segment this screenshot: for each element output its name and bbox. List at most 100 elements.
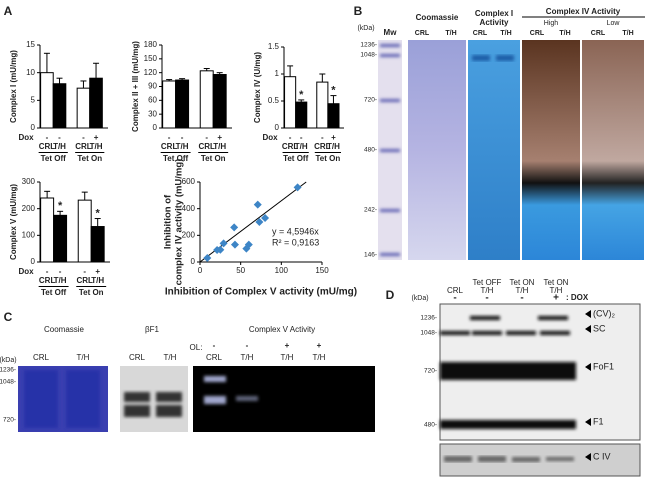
significance: * bbox=[96, 207, 101, 219]
y-tick-label: 0.5 bbox=[268, 96, 280, 105]
y-tick-label: 200 bbox=[22, 204, 36, 213]
dox-sign: - bbox=[289, 133, 292, 142]
lane-header: Tet ON bbox=[544, 278, 569, 287]
gel-d bbox=[439, 303, 641, 477]
y-tick-label: 0 bbox=[153, 123, 158, 132]
group-label: Tet Off bbox=[163, 154, 189, 163]
x-tick-label: CRL bbox=[198, 142, 215, 151]
marker-label: 1236- bbox=[420, 315, 437, 322]
y-tick-label: 150 bbox=[144, 54, 158, 63]
bar bbox=[76, 87, 91, 129]
bar bbox=[89, 77, 103, 129]
gel-header: βF1 bbox=[145, 325, 159, 334]
point bbox=[230, 240, 239, 249]
band-label: FoF1 bbox=[593, 361, 614, 371]
ol-sign: + bbox=[285, 341, 290, 350]
dox-sign: - bbox=[58, 133, 61, 142]
x-tick-label: T/H bbox=[327, 142, 340, 151]
y-tick-label: 1 bbox=[275, 69, 280, 78]
dox-sign: - bbox=[485, 293, 488, 304]
y-tick-label: 120 bbox=[144, 68, 158, 77]
group-label: Tet On bbox=[201, 154, 226, 163]
x-axis-label: Inhibition of Complex V activity (mU/mg) bbox=[165, 287, 357, 298]
marker-label: 480- bbox=[424, 422, 437, 429]
lane-label: T/H bbox=[622, 30, 633, 37]
lane-label: CRL bbox=[33, 353, 50, 362]
lane-label: CRL bbox=[206, 353, 223, 362]
y-tick-label: 0 bbox=[31, 257, 36, 266]
lane-label: CRL bbox=[591, 30, 606, 37]
bar bbox=[316, 81, 329, 129]
marker-label: 720- bbox=[364, 97, 377, 104]
marker-label: 1236- bbox=[0, 367, 16, 374]
group-label: Tet On bbox=[316, 154, 341, 163]
x-tick-label: CRL bbox=[314, 142, 331, 151]
dox-label: Dox bbox=[18, 267, 34, 276]
dox-sign: - bbox=[520, 293, 523, 304]
dox-sign: - bbox=[82, 133, 85, 142]
ol-sign: + bbox=[317, 341, 322, 350]
x-tick-label: T/H bbox=[91, 276, 104, 285]
band-label: (CV)₂ bbox=[593, 308, 615, 318]
panel-label: A bbox=[4, 4, 13, 18]
y-tick-label: 0 bbox=[191, 257, 196, 266]
x-tick-label: CRL bbox=[282, 142, 299, 151]
bar bbox=[52, 83, 67, 129]
marker-label: 146- bbox=[364, 252, 377, 259]
x-tick-label: CRL bbox=[39, 276, 56, 285]
y-tick-label: 15 bbox=[26, 40, 35, 49]
lane-label: T/H bbox=[77, 353, 90, 362]
fit-equation: y = 4,5946x bbox=[272, 226, 319, 236]
x-tick-label: T/H bbox=[213, 142, 226, 151]
marker-label: 1048- bbox=[0, 379, 16, 386]
dox-sign: + bbox=[331, 133, 336, 142]
point bbox=[230, 223, 239, 232]
bar bbox=[327, 103, 340, 129]
marker-label: 720- bbox=[3, 417, 16, 424]
lane-label: T/H bbox=[500, 30, 511, 37]
x-tick-label: T/H bbox=[90, 142, 103, 151]
x-tick-label: T/H bbox=[295, 142, 308, 151]
x-tick-label: CRL bbox=[75, 142, 92, 151]
y-tick-label: 0 bbox=[275, 123, 280, 132]
gel-header: Complex V Activity bbox=[249, 325, 315, 334]
lane-label: T/H bbox=[559, 30, 570, 37]
dox-sign: - bbox=[168, 133, 171, 142]
dox-sign: - bbox=[205, 133, 208, 142]
bar bbox=[162, 80, 177, 129]
marker-label: 1048- bbox=[360, 52, 377, 59]
gel-header: Coomassie bbox=[416, 13, 459, 22]
gel-header: Coomassie bbox=[44, 325, 85, 334]
kda-label: (kDa) bbox=[357, 25, 374, 32]
lane-label: CRL bbox=[473, 30, 488, 37]
bar bbox=[295, 101, 308, 129]
point bbox=[261, 214, 270, 222]
lane-label: T/H bbox=[241, 353, 254, 362]
dox-sign: - bbox=[83, 267, 86, 276]
marker-label: 720- bbox=[424, 368, 437, 375]
y-tick-label: 90 bbox=[148, 82, 157, 91]
bar bbox=[40, 72, 54, 129]
point bbox=[253, 200, 262, 209]
r-squared: R² = 0,9163 bbox=[272, 237, 319, 247]
marker-label: 1048- bbox=[420, 330, 437, 337]
significance: * bbox=[58, 200, 63, 212]
x-tick-label: CRL bbox=[161, 142, 178, 151]
dox-sign: - bbox=[46, 267, 49, 276]
group-label: Tet On bbox=[77, 154, 102, 163]
point bbox=[203, 254, 212, 262]
group-label: Tet On bbox=[79, 288, 104, 297]
lane-header: CRL bbox=[447, 286, 464, 295]
y-tick-label: 10 bbox=[26, 68, 35, 77]
ol-sign: - bbox=[213, 341, 216, 350]
gel-header: Activity bbox=[480, 18, 509, 27]
y-tick-label: 200 bbox=[182, 230, 196, 239]
lane-label: T/H bbox=[445, 30, 456, 37]
lane-header: T/H bbox=[550, 286, 563, 295]
y-tick-label: 100 bbox=[22, 230, 36, 239]
group-label: Tet Off bbox=[41, 154, 67, 163]
lane-header: Tet ON bbox=[510, 278, 535, 287]
marker-label: 480- bbox=[364, 147, 377, 154]
dox-label: : DOX bbox=[566, 293, 589, 302]
bar bbox=[284, 76, 297, 129]
